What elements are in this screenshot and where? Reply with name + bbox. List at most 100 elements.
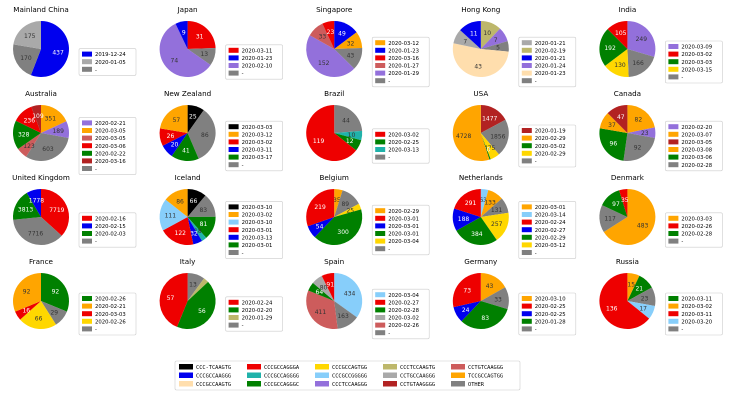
pie-slice-cccgccagtgg <box>334 203 362 217</box>
pie-slice-label: 31 <box>196 34 204 41</box>
pie-slice-cccgccaaggg <box>175 21 188 49</box>
pie-slice-label: 111 <box>165 213 177 220</box>
legend-swatch <box>521 311 532 317</box>
legend-entry-label: 2020-01-24 <box>535 64 566 70</box>
legend-swatch <box>228 322 239 328</box>
pie-slice-cccgccaggga <box>599 273 650 329</box>
pie-slice-label: 82 <box>635 117 643 124</box>
legend-entry-label: 2020-03-06 <box>681 155 712 161</box>
pie-slice-label: 43 <box>347 52 355 59</box>
legend-entry-label: 2020-02-21 <box>95 304 126 310</box>
pie-slice-label: 411 <box>315 309 327 316</box>
legend-entry-label: 2020-02-27 <box>535 228 566 234</box>
legend-swatch <box>228 242 239 248</box>
pie-slice-label: 47 <box>617 114 625 121</box>
pie-slice-cccgccaggga <box>15 106 41 133</box>
pie-slice-other <box>480 119 509 155</box>
pie-slice-cccgccaggga <box>159 273 188 327</box>
pie-panel-india: India 249 166 130 192 105 2020-03-092020-03-02… <box>599 5 723 84</box>
pie-slice-label: 91 <box>326 281 334 288</box>
legend-swatch <box>521 296 532 301</box>
pie-slice-label: 1856 <box>490 133 505 140</box>
pie-slice-label: 152 <box>318 60 330 67</box>
pie-slice-label: 434 <box>344 290 356 297</box>
legend-entry-label: 2020-02-22 <box>95 151 126 157</box>
legend-entry-label: 2020-03-20 <box>681 319 712 325</box>
global-legend-label: TCCGCCAGTGG <box>468 374 503 380</box>
pie-slice-label: 133 <box>484 200 496 207</box>
legend-entry-label: - <box>388 155 390 161</box>
legend-swatch <box>375 55 386 61</box>
legend-entry-label: 2020-03-01 <box>388 232 419 238</box>
pie-slice-label: 35 <box>621 197 629 204</box>
pie-title: Australia <box>25 89 57 98</box>
pie-slice-label: 66 <box>35 315 43 322</box>
legend-entry-label: 2020-03-16 <box>388 56 419 62</box>
legend-swatch <box>668 215 679 221</box>
legend-swatch <box>521 242 532 248</box>
legend-swatch <box>228 299 239 305</box>
legend-entry-label: - <box>388 331 390 337</box>
pie-slice-label: 80 <box>320 285 328 292</box>
legend-entry-label: 2020-02-26 <box>388 323 419 329</box>
pie-title: Canada <box>614 89 641 98</box>
legend-entry-label: 2020-02-26 <box>681 224 712 230</box>
legend-entry-label: 2020-03-02 <box>535 144 566 150</box>
pie-slice-cctgtaagggg <box>480 105 506 133</box>
pie-slice-cccgccaggga <box>159 128 188 146</box>
legend-swatch <box>521 250 532 255</box>
pie-slice-other <box>41 301 67 325</box>
pie-slice-label: 57 <box>173 117 181 124</box>
pie-title: Singapore <box>316 5 353 14</box>
legend-swatch <box>82 215 92 221</box>
legend-swatch <box>668 231 679 236</box>
pie-legend-box <box>665 212 723 248</box>
legend-swatch <box>375 40 386 46</box>
global-legend-label: CCCGCCAAGTG <box>196 382 231 388</box>
legend-swatch <box>375 154 386 160</box>
pie-title: Italy <box>180 257 196 266</box>
legend-swatch <box>375 292 386 298</box>
legend-entry-label: 2020-03-03 <box>681 60 712 66</box>
legend-swatch <box>668 326 679 332</box>
legend-swatch <box>228 70 239 76</box>
legend-entry-label: 2020-03-16 <box>95 159 126 165</box>
pie-slice-label: 351 <box>45 116 57 123</box>
pie-slice-cccgccggggg <box>334 273 363 318</box>
pie-title: Japan <box>177 5 198 14</box>
legend-swatch <box>668 131 679 137</box>
pie-slice-other <box>334 105 363 133</box>
pie-slice-label: 89 <box>341 201 349 208</box>
legend-entry-label: 2020-03-04 <box>388 293 419 299</box>
pie-slice-label: 17 <box>639 305 647 312</box>
pie-slice-ccc-tcaagtg <box>187 105 204 133</box>
pie-slice-cccgccaggga <box>607 21 628 49</box>
pie-slice-cccgccagtgg <box>20 301 56 329</box>
legend-swatch <box>228 47 239 53</box>
pie-slice-label: 475 <box>484 145 496 152</box>
pie-slice-label: 189 <box>52 128 64 135</box>
pie-slice-label: 92 <box>634 144 642 151</box>
pie-slice-ccctccaaggg <box>627 127 656 138</box>
pie-legend-box <box>665 40 723 84</box>
pie-panels: Mainland China4371701752019-12-242020-01… <box>12 5 723 340</box>
legend-swatch <box>228 227 239 233</box>
pie-slice-tccgccagtgg <box>334 189 343 217</box>
legend-swatch <box>668 44 679 49</box>
pie-slice-other <box>480 41 509 52</box>
pie-slice-cccgccaaggg <box>460 21 481 49</box>
legend-entry-label: 2020-03-11 <box>242 48 273 54</box>
legend-swatch <box>228 250 239 255</box>
legend-entry-label: - <box>388 247 390 253</box>
pie-panel-mainland-china: Mainland China 437 170 175 2019-12-24 2020-01… <box>12 5 137 77</box>
pie-panel-belgium: Belgium358925300542192020-02-292020-03-0… <box>306 173 430 256</box>
pie-slice-tccgccagtgg <box>480 273 506 301</box>
legend-entry-label: 2020-03-11 <box>681 297 712 303</box>
pie-slice-cctgtcaaggg <box>309 23 335 49</box>
pie-slice-ccc-tcaagtg <box>187 189 206 217</box>
legend-swatch <box>375 307 386 313</box>
global-legend-swatch <box>179 372 193 378</box>
legend-swatch <box>521 135 532 141</box>
global-legend-swatch <box>179 364 193 370</box>
pie-legend-box <box>665 292 723 336</box>
